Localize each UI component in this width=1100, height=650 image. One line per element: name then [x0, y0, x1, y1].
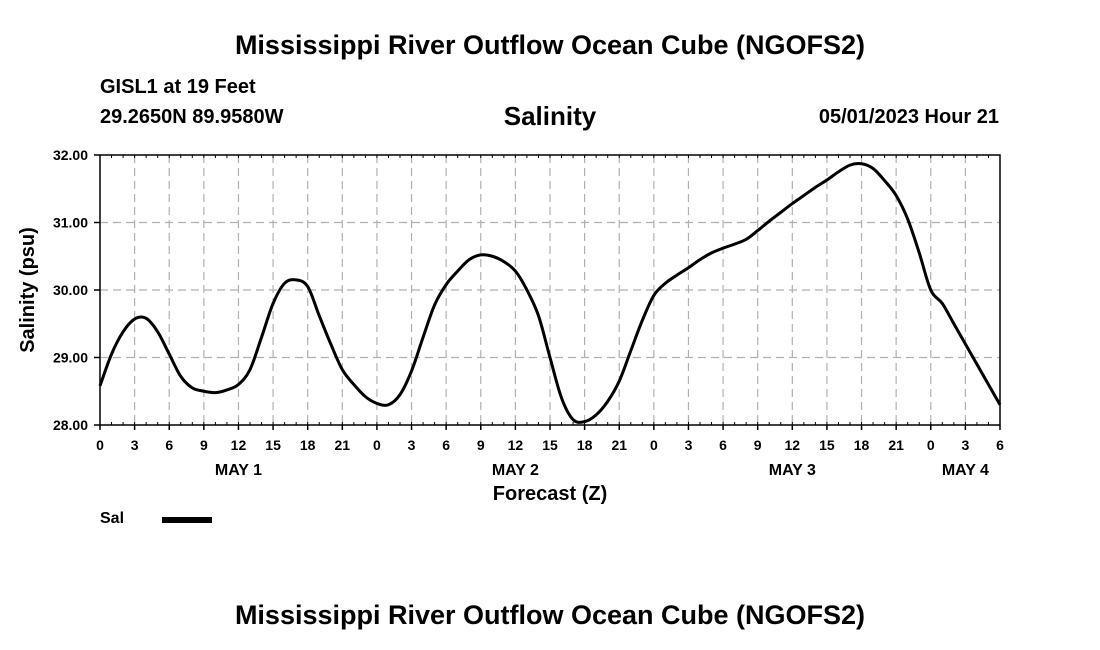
x-tick-label: 9	[754, 437, 762, 453]
x-tick-label: 12	[508, 437, 524, 453]
x-tick-label: 12	[231, 437, 247, 453]
x-tick-label: 6	[442, 437, 450, 453]
forecast-datetime: 05/01/2023 Hour 21	[818, 106, 999, 128]
x-tick-label: 3	[961, 437, 969, 453]
x-tick-label: 21	[611, 437, 627, 453]
x-tick-label: 9	[200, 437, 208, 453]
x-tick-label: 12	[785, 437, 801, 453]
y-tick-label: 32.00	[53, 147, 88, 163]
x-day-label: MAY 1	[215, 462, 262, 479]
x-tick-label: 21	[335, 437, 351, 453]
x-tick-label: 3	[408, 437, 416, 453]
x-tick-label: 21	[888, 437, 904, 453]
y-tick-label: 28.00	[53, 417, 88, 433]
series-line-sal	[98, 162, 1002, 424]
x-tick-label: 15	[542, 437, 558, 453]
y-tick-label: 29.00	[53, 350, 88, 366]
x-tick-label: 18	[300, 437, 316, 453]
tick-layer: 0 3 6 9 12 15 18 21 0 3 6 9 12 15 18 21 0 3 6 9 12 15 18 21 0 3 6 2…	[53, 147, 1004, 479]
x-tick-label: 18	[854, 437, 870, 453]
x-tick-label: 9	[477, 437, 485, 453]
x-tick-label: 0	[650, 437, 658, 453]
series-layer	[98, 162, 1002, 424]
x-tick-label: 15	[819, 437, 835, 453]
x-tick-label: 3	[685, 437, 693, 453]
x-axis-label: Forecast (Z)	[493, 483, 607, 505]
x-tick-label: 15	[265, 437, 281, 453]
x-tick-label: 6	[719, 437, 727, 453]
x-day-label: MAY 4	[942, 462, 989, 479]
plot-title: Salinity	[503, 101, 597, 131]
x-tick-label: 0	[373, 437, 381, 453]
x-tick-label: 6	[996, 437, 1004, 453]
chart-main-title: Mississippi River Outflow Ocean Cube (NG…	[234, 30, 866, 60]
legend-swatch	[162, 517, 212, 523]
grid-layer	[100, 155, 1000, 425]
x-day-label: MAY 3	[769, 462, 816, 479]
y-tick-label: 31.00	[53, 215, 88, 231]
x-tick-label: 6	[165, 437, 173, 453]
y-axis-label: Salinity (psu)	[17, 227, 39, 353]
x-tick-label: 0	[96, 437, 104, 453]
y-tick-label: 30.00	[53, 282, 88, 298]
x-tick-label: 3	[131, 437, 139, 453]
legend-label: Sal	[100, 510, 125, 527]
chart-main-title-repeat: Mississippi River Outflow Ocean Cube (NG…	[234, 600, 866, 630]
x-tick-label: 0	[927, 437, 935, 453]
x-day-label: MAY 2	[492, 462, 539, 479]
station-coordinates: 29.2650N 89.9580W	[100, 106, 284, 128]
x-tick-label: 18	[577, 437, 593, 453]
station-label: GISL1 at 19 Feet	[100, 76, 256, 98]
